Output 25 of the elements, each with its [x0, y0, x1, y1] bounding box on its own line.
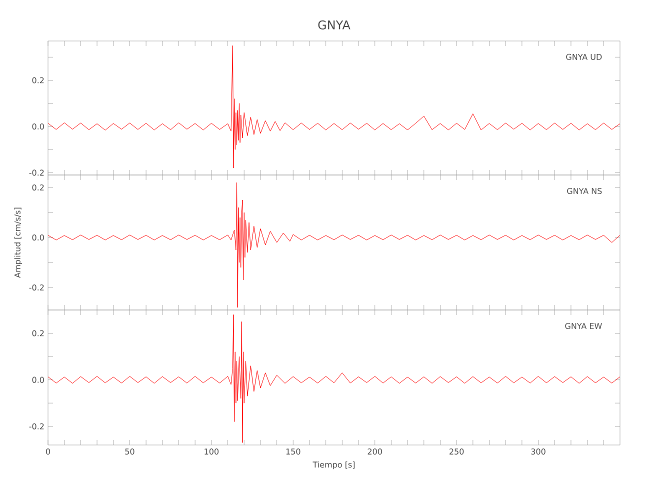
x-axis-title: Tiempo [s] — [312, 461, 355, 470]
x-tick-label: 100 — [204, 448, 219, 455]
y-tick-label: 0.0 — [32, 376, 44, 383]
x-tick-label: 250 — [450, 448, 464, 455]
annotation: GNYA EW — [565, 322, 602, 330]
annotation: GNYA UD — [566, 54, 602, 60]
line-series — [48, 45, 620, 168]
y-tick-label: -0.2 — [29, 170, 44, 176]
y-tick-label: 0.2 — [32, 184, 44, 191]
chart-title: GNYA — [318, 20, 350, 30]
annotation: GNYA NS — [567, 188, 602, 194]
y-tick-label: 0.0 — [32, 123, 44, 130]
x-tick-label: 0 — [46, 448, 50, 455]
y-axis-title: Amplitud [cm/s/s] — [14, 208, 22, 278]
y-tick-label: 0.2 — [32, 330, 44, 336]
y-tick-label: 0.0 — [32, 234, 44, 241]
x-tick-label: 150 — [286, 448, 300, 455]
y-tick-label: 0.2 — [32, 77, 44, 84]
y-tick-label: -0.2 — [29, 284, 44, 291]
y-tick-label: -0.2 — [29, 423, 44, 430]
x-tick-label: 300 — [531, 448, 546, 455]
x-tick-label: 200 — [368, 448, 382, 455]
x-tick-label: 50 — [125, 448, 134, 455]
line-series — [48, 314, 620, 443]
line-series — [48, 182, 620, 308]
